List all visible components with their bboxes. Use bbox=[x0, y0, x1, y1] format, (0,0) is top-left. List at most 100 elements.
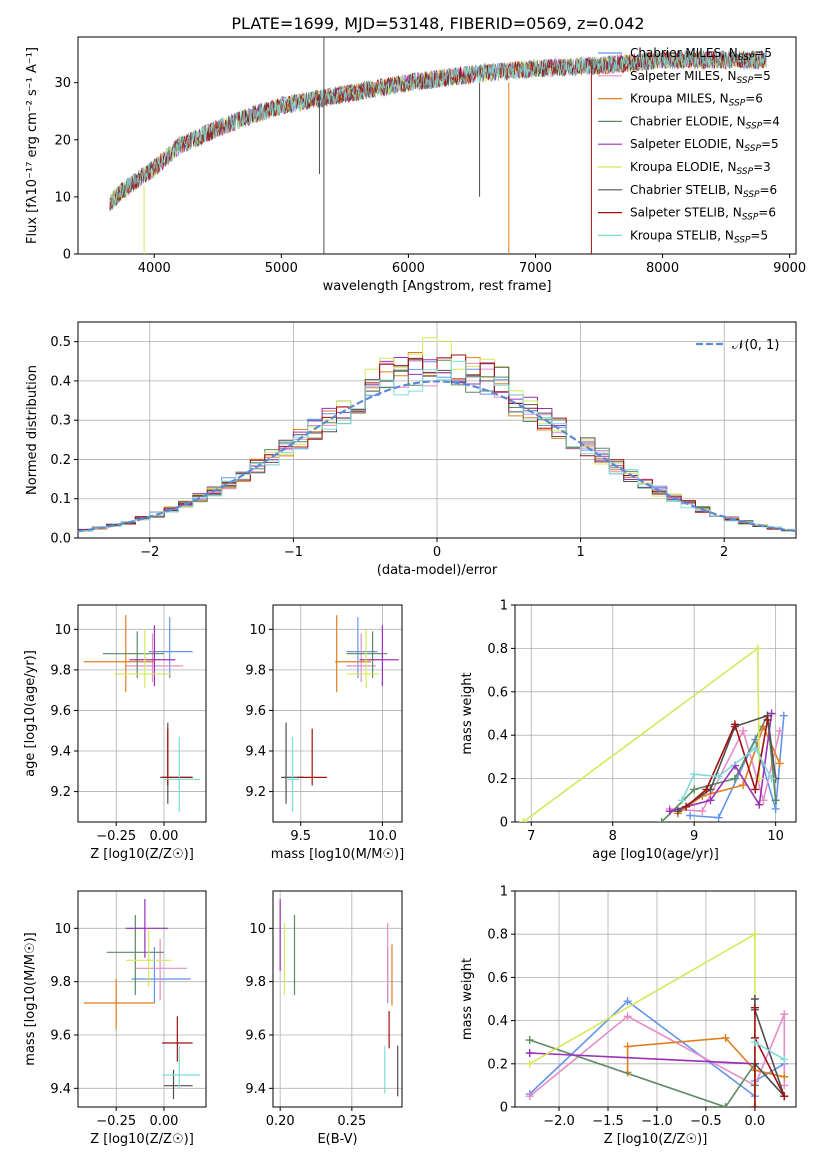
axes-frame bbox=[77, 321, 797, 539]
y-tick-label: 0.2 bbox=[50, 453, 71, 468]
x-axis-label: wavelength [Angstrom, rest frame] bbox=[323, 279, 552, 294]
plot-area bbox=[109, 37, 767, 254]
y-tick-label: 0.2 bbox=[487, 772, 508, 787]
y-tick-label: 20 bbox=[54, 133, 71, 148]
legend-label: Chabrier MILES, NSSP=5 bbox=[630, 46, 772, 63]
plus-marker bbox=[657, 818, 666, 822]
x-tick-label: 4000 bbox=[138, 261, 171, 276]
x-tick-label: −0.25 bbox=[96, 829, 136, 844]
axes-frame bbox=[272, 604, 403, 823]
x-axis-label: age [log10(age/yr)] bbox=[592, 847, 719, 862]
plus-marker bbox=[771, 804, 780, 813]
plus-marker bbox=[780, 1081, 789, 1090]
legend-label: Salpeter STELIB, NSSP=6 bbox=[630, 206, 776, 223]
plus-marker bbox=[623, 1042, 632, 1051]
panel-residuals: −2 −1 0 1 2 0.0 0.1 0.2 0.3 0.4 0.5 (data-model)/er… bbox=[25, 321, 797, 578]
axes-frame bbox=[272, 890, 403, 1108]
plus-marker bbox=[702, 785, 711, 794]
x-tick-label: 6000 bbox=[392, 261, 425, 276]
y-tick-label: 10 bbox=[54, 190, 71, 205]
series-line bbox=[754, 1041, 785, 1061]
plus-marker bbox=[739, 726, 748, 735]
legend-label: 𝒩(0, 1) bbox=[732, 338, 779, 353]
plus-marker bbox=[677, 796, 686, 805]
axes-frame bbox=[514, 890, 797, 1108]
y-tick-label: 9.8 bbox=[50, 975, 71, 990]
panel-mass_vs_ebv: 0.20 0.25 9.4 9.6 9.8 10 E(B-V) bbox=[245, 890, 403, 1147]
plus-marker bbox=[759, 796, 768, 805]
x-tick-label: 8000 bbox=[646, 261, 679, 276]
panel-weight_vs_Z: −2.0 −1.5 −1.0 −0.5 0.0 0 0.2 0.4 0.6 0.8 1 Z [log1… bbox=[460, 885, 797, 1147]
plus-marker bbox=[753, 644, 762, 653]
y-tick-label: 10 bbox=[54, 623, 71, 638]
plus-marker bbox=[665, 807, 674, 816]
y-tick-label: 10 bbox=[249, 623, 266, 638]
y-axis-label: age [log10(age/yr)] bbox=[23, 650, 38, 777]
plus-marker bbox=[763, 716, 772, 725]
x-tick-label: 0.25 bbox=[337, 1114, 366, 1129]
y-tick-label: 9.6 bbox=[50, 704, 71, 719]
plus-marker bbox=[755, 800, 764, 809]
grid bbox=[78, 605, 206, 822]
x-tick-label: 8 bbox=[609, 829, 617, 844]
panel-age_vs_Z: −0.25 0.00 9.2 9.4 9.6 9.8 10 Z [log10(Z/Z☉)] ag… bbox=[23, 604, 207, 862]
plus-marker bbox=[706, 796, 715, 805]
legend-label: Salpeter ELODIE, NSSP=5 bbox=[630, 137, 779, 154]
x-tick-label: −1 bbox=[284, 545, 303, 560]
y-tick-label: 9.4 bbox=[50, 745, 71, 760]
y-tick-label: 9.4 bbox=[245, 1082, 266, 1097]
plus-marker bbox=[623, 997, 632, 1006]
plot-area bbox=[279, 899, 399, 1097]
x-tick-label: 7000 bbox=[519, 261, 552, 276]
plot-area bbox=[281, 615, 399, 812]
plus-marker bbox=[780, 1010, 789, 1019]
legend-label: Salpeter MILES, NSSP=5 bbox=[630, 69, 771, 86]
plus-marker bbox=[750, 995, 759, 1003]
x-tick-label: 7 bbox=[527, 829, 535, 844]
plus-marker bbox=[525, 1049, 534, 1057]
plot-area bbox=[525, 930, 789, 1107]
x-axis-label: Z [log10(Z/Z☉)] bbox=[604, 1132, 708, 1147]
plus-marker bbox=[623, 1012, 632, 1021]
legend-label: Kroupa STELIB, NSSP=5 bbox=[630, 228, 768, 245]
y-tick-label: 0.5 bbox=[50, 335, 71, 350]
plot-area bbox=[83, 899, 201, 1099]
y-axis-label: mass [log10(M/M☉)] bbox=[23, 932, 38, 1065]
grid bbox=[273, 891, 402, 1107]
plus-marker bbox=[780, 1055, 789, 1064]
plus-marker bbox=[767, 774, 776, 783]
plus-marker bbox=[721, 1033, 730, 1042]
x-tick-label: 9 bbox=[690, 829, 698, 844]
plus-marker bbox=[775, 726, 784, 735]
figure-title: PLATE=1699, MJD=53148, FIBERID=0569, z=0… bbox=[231, 14, 644, 33]
x-tick-label: 9.5 bbox=[290, 829, 311, 844]
x-tick-label: 0 bbox=[433, 545, 441, 560]
plot-area bbox=[83, 615, 201, 812]
x-axis-label: (data-model)/error bbox=[377, 563, 498, 578]
y-axis-label: Normed distribution bbox=[25, 365, 40, 495]
x-tick-label: 0.00 bbox=[149, 1114, 178, 1129]
spectrum-line bbox=[109, 49, 767, 208]
x-tick-label: 1 bbox=[576, 545, 584, 560]
y-tick-label: 0.3 bbox=[50, 414, 71, 429]
grid bbox=[515, 890, 796, 1108]
x-tick-label: 10 bbox=[767, 829, 784, 844]
legend-label: Kroupa MILES, NSSP=6 bbox=[630, 92, 763, 109]
x-tick-label: 0.0 bbox=[745, 1114, 766, 1129]
histogram-step bbox=[78, 360, 796, 532]
legend-label: Kroupa ELODIE, NSSP=3 bbox=[630, 160, 771, 177]
axes-frame bbox=[77, 36, 797, 255]
plus-marker bbox=[767, 709, 776, 718]
panel-age_vs_mass: 9.5 10.0 9.2 9.4 9.6 9.8 10 mass [log10(M/M☉)] bbox=[245, 604, 404, 862]
y-tick-label: 0.8 bbox=[487, 928, 508, 943]
y-tick-label: 0.8 bbox=[487, 642, 508, 657]
plus-marker bbox=[730, 774, 739, 783]
axes-frame bbox=[514, 604, 797, 823]
y-tick-label: 0.6 bbox=[487, 971, 508, 986]
y-tick-label: 0 bbox=[500, 1101, 508, 1116]
axes-frame bbox=[77, 604, 207, 823]
x-tick-label: 10.0 bbox=[368, 829, 397, 844]
y-tick-label: 0.4 bbox=[487, 729, 508, 744]
histogram-step bbox=[78, 337, 796, 531]
